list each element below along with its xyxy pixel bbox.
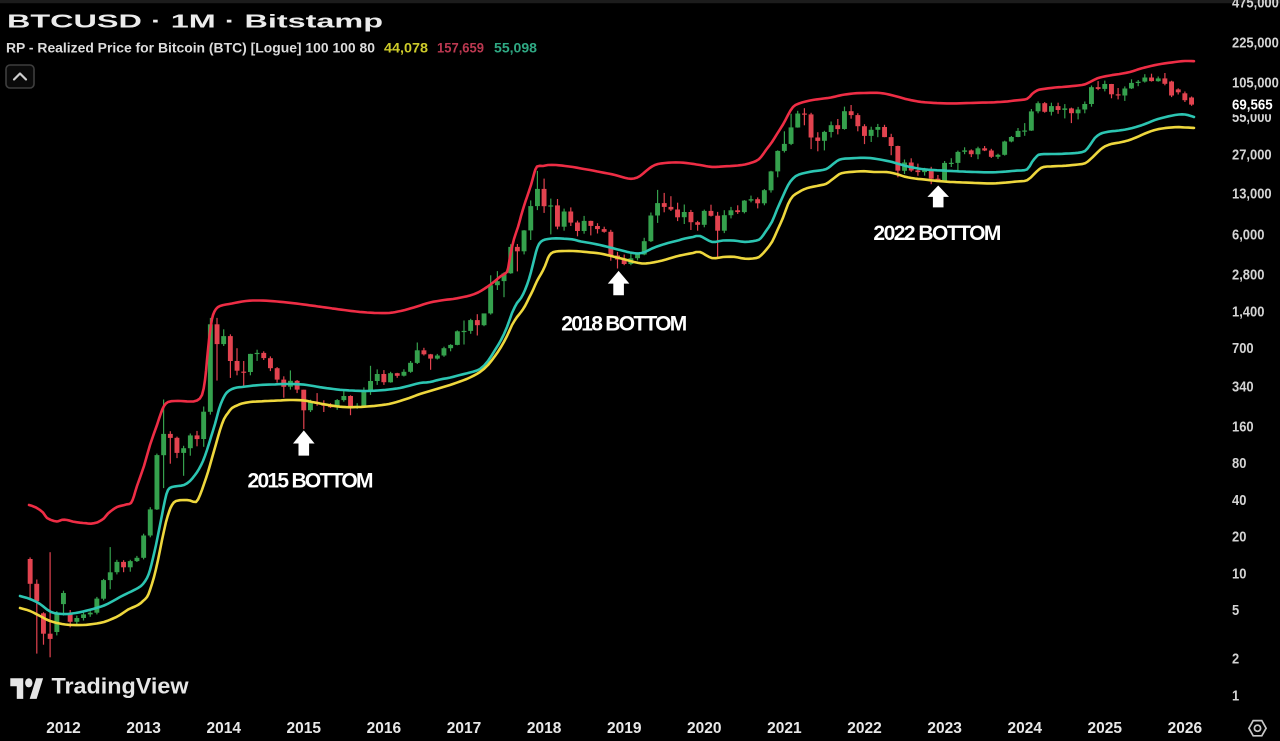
- svg-text:225,000: 225,000: [1232, 35, 1279, 51]
- svg-text:44,078: 44,078: [384, 41, 429, 56]
- svg-text:1,400: 1,400: [1232, 305, 1264, 321]
- svg-text:2013: 2013: [126, 720, 161, 737]
- svg-text:2014: 2014: [206, 720, 241, 737]
- svg-text:RP - Realized Price for Bitcoi: RP - Realized Price for Bitcoin (BTC) [L…: [6, 41, 375, 56]
- svg-text:157,659: 157,659: [437, 41, 484, 56]
- svg-text:2015 BOTTOM: 2015 BOTTOM: [248, 470, 374, 493]
- svg-text:27,000: 27,000: [1232, 148, 1272, 164]
- svg-text:2015: 2015: [287, 720, 322, 737]
- svg-text:475,000: 475,000: [1232, 0, 1279, 12]
- svg-text:40: 40: [1232, 493, 1246, 509]
- svg-text:2012: 2012: [46, 720, 80, 737]
- svg-text:2022 BOTTOM: 2022 BOTTOM: [873, 222, 1001, 245]
- svg-text:55,098: 55,098: [494, 41, 538, 56]
- svg-text:2018: 2018: [527, 720, 562, 737]
- svg-text:6,000: 6,000: [1232, 227, 1264, 243]
- svg-text:2017: 2017: [447, 720, 481, 737]
- svg-text:2,800: 2,800: [1232, 268, 1264, 284]
- svg-text:2024: 2024: [1007, 720, 1042, 737]
- svg-text:2016: 2016: [367, 720, 402, 737]
- svg-text:TradingView: TradingView: [52, 674, 190, 699]
- svg-text:2020: 2020: [687, 720, 721, 737]
- svg-text:BTCUSD · 1M · Bitstamp: BTCUSD · 1M · Bitstamp: [7, 11, 383, 32]
- svg-text:340: 340: [1232, 380, 1254, 396]
- svg-text:2021: 2021: [767, 720, 802, 737]
- svg-text:2023: 2023: [927, 720, 962, 737]
- svg-text:5: 5: [1232, 603, 1239, 619]
- svg-text:20: 20: [1232, 530, 1246, 546]
- svg-text:105,000: 105,000: [1232, 76, 1279, 92]
- svg-text:700: 700: [1232, 341, 1254, 357]
- svg-text:10: 10: [1232, 566, 1246, 582]
- svg-text:69,565: 69,565: [1232, 98, 1273, 114]
- svg-text:2026: 2026: [1168, 720, 1203, 737]
- svg-text:13,000: 13,000: [1232, 186, 1272, 202]
- svg-text:80: 80: [1232, 456, 1246, 472]
- svg-text:2018 BOTTOM: 2018 BOTTOM: [561, 313, 687, 336]
- svg-text:160: 160: [1232, 419, 1254, 435]
- svg-text:2: 2: [1232, 652, 1239, 668]
- svg-text:2025: 2025: [1088, 720, 1123, 737]
- svg-text:1: 1: [1232, 688, 1239, 704]
- svg-text:2022: 2022: [847, 720, 881, 737]
- svg-text:2019: 2019: [607, 720, 642, 737]
